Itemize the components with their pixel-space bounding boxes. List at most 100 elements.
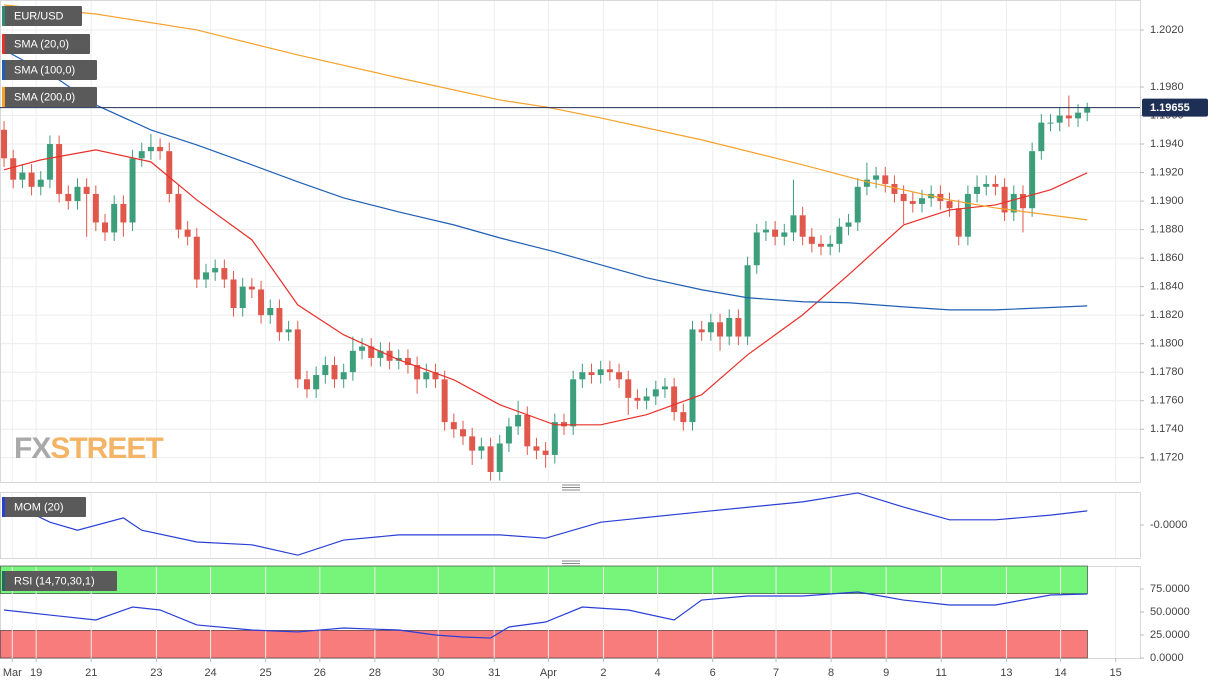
legend-label: SMA (20,0) (14, 38, 69, 50)
candle-body (790, 215, 797, 233)
last-price-label: 1.19655 (1150, 102, 1190, 114)
legend-box (2, 497, 86, 517)
x-tick-label: 2 (600, 667, 606, 679)
candle-body (616, 372, 623, 380)
candle-body (964, 193, 971, 237)
candle-body (505, 426, 512, 444)
y-tick-label: 50.0000 (1150, 606, 1190, 618)
legend-box (2, 60, 97, 80)
candle-body (1075, 112, 1082, 119)
candle-body (65, 193, 72, 202)
candle-body (873, 175, 880, 180)
x-tick-label: 25 (260, 667, 272, 679)
candle-body (221, 268, 228, 280)
x-tick-label: 30 (432, 667, 444, 679)
candle-body (102, 222, 109, 233)
candle-body (267, 308, 274, 316)
line (3, 149, 1088, 426)
candle-body (671, 386, 678, 413)
candle-body (717, 322, 724, 337)
candle-body (248, 286, 255, 290)
candle-body (294, 329, 301, 380)
legend-swatch (2, 571, 5, 591)
candle-body (735, 318, 742, 337)
x-tick-label: 9 (883, 667, 889, 679)
y-tick-label: 1.1820 (1150, 309, 1184, 321)
legend-label: SMA (100,0) (14, 64, 75, 76)
candle-body (854, 186, 861, 223)
candle-body (570, 379, 577, 427)
candle-body (129, 158, 136, 223)
legend-label: SMA (200,0) (14, 91, 75, 103)
candle-body (781, 232, 788, 237)
candle-body (955, 208, 962, 237)
candle-body (625, 379, 632, 398)
candle-body (56, 144, 63, 194)
candle-body (111, 203, 118, 233)
panel (0, 492, 1141, 559)
candle-body (918, 198, 925, 204)
y-tick-label: 1.1940 (1150, 138, 1184, 150)
candle-body (487, 446, 494, 473)
candle-body (239, 286, 246, 309)
candle-body (404, 357, 411, 366)
x-tick-label: 11 (936, 667, 947, 679)
legend-label: RSI (14,70,30,1) (14, 575, 95, 587)
candle-body (285, 329, 292, 333)
candle-body (524, 414, 531, 447)
candle-body (946, 201, 953, 209)
candle-body (303, 379, 310, 390)
candle-body (10, 158, 17, 180)
candle-body (166, 151, 173, 194)
legend-box (2, 571, 117, 591)
candle-body (836, 226, 843, 244)
candle-body (909, 201, 916, 204)
candle-body (726, 318, 733, 337)
candle-body (1010, 193, 1017, 213)
candle-body (652, 389, 659, 397)
candle-body (313, 375, 320, 390)
x-tick-label: 28 (369, 667, 381, 679)
candle-body (1, 129, 8, 159)
candle-body (542, 450, 549, 455)
candle-body (340, 372, 347, 380)
candle-body (157, 146, 164, 152)
candle-body (331, 365, 338, 380)
watermark: FXSTREET (14, 432, 163, 465)
candle-body (579, 372, 586, 380)
legend-box (2, 34, 90, 54)
x-tick-label: 31 (488, 667, 500, 679)
candle-body (597, 369, 604, 376)
legend-box (2, 87, 97, 107)
candle-body (1029, 151, 1036, 209)
candle-body (707, 322, 714, 333)
legend-swatch (2, 60, 5, 80)
y-tick-label: 1.1880 (1150, 223, 1184, 235)
candle-body (46, 144, 53, 180)
last-price-box (1142, 98, 1208, 117)
y-tick-label: 1.1860 (1150, 252, 1184, 264)
candle-body (432, 372, 439, 380)
candle-body (1084, 107, 1091, 113)
candle-body (423, 372, 430, 380)
legend-swatch (2, 6, 5, 26)
x-tick-label: 7 (773, 667, 779, 679)
candle-body (478, 446, 485, 451)
legend-swatch (2, 34, 5, 54)
y-tick-label: 1.1980 (1150, 81, 1184, 93)
candle-body (808, 236, 815, 244)
legend-swatch (2, 87, 5, 107)
candle-body (377, 350, 384, 358)
legend-label: EUR/USD (14, 10, 64, 22)
x-tick-label: 21 (85, 667, 97, 679)
candle-body (515, 414, 522, 427)
candle-body (974, 186, 981, 194)
x-tick-label: Mar (3, 667, 22, 679)
x-tick-label: 24 (204, 667, 216, 679)
legend-label: MOM (20) (14, 501, 64, 513)
candle-body (120, 203, 127, 223)
candle-body (450, 422, 457, 430)
oversold-zone (0, 630, 1088, 659)
